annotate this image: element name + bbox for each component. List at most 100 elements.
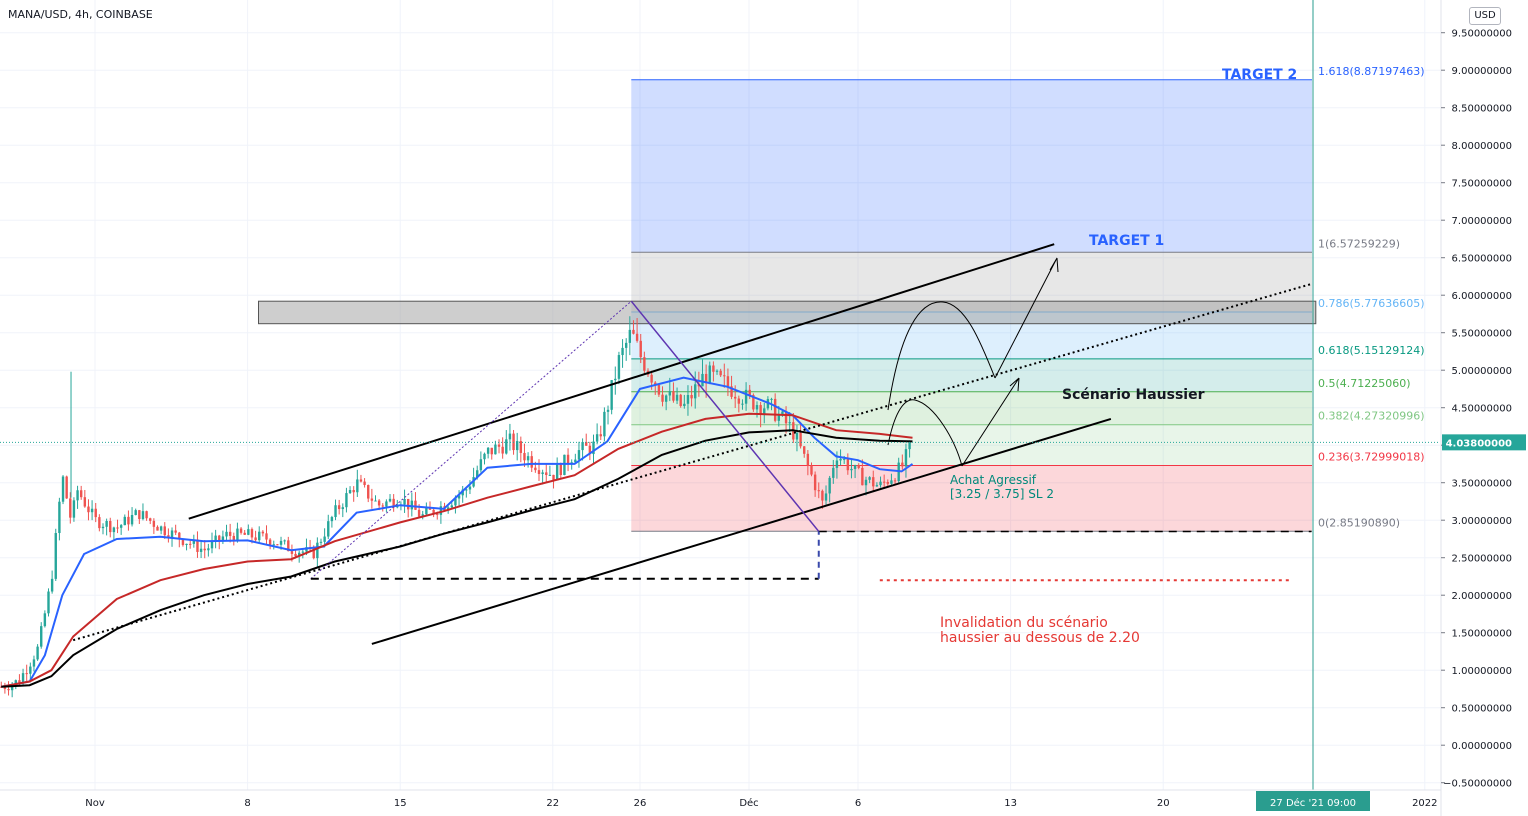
candle-body bbox=[109, 520, 112, 533]
candle-body bbox=[832, 467, 835, 478]
candle-body bbox=[654, 382, 657, 385]
candle-body bbox=[327, 521, 330, 537]
candle-body bbox=[650, 374, 653, 383]
candle-body bbox=[367, 485, 370, 499]
fib-level-label: 0.382(4.27320996) bbox=[1318, 410, 1425, 423]
candle-body bbox=[519, 441, 523, 453]
candle-body bbox=[679, 394, 682, 407]
candle-body bbox=[181, 539, 185, 545]
scenario-curve-2 bbox=[887, 399, 963, 467]
buy-label-line1: Achat Agressif bbox=[950, 473, 1037, 487]
price-tick-label: 6.00000000 bbox=[1452, 291, 1512, 302]
currency-button[interactable]: USD bbox=[1469, 7, 1501, 25]
candle-body bbox=[664, 395, 668, 402]
candle-body bbox=[835, 460, 839, 468]
candle-body bbox=[370, 498, 374, 501]
candle-body bbox=[886, 482, 889, 484]
candle-body bbox=[494, 444, 497, 455]
candle-body bbox=[225, 531, 228, 537]
candle-body bbox=[585, 441, 588, 446]
price-tick-label: 5.50000000 bbox=[1452, 329, 1512, 340]
scenario-arrow-2 bbox=[961, 377, 1020, 467]
candle-body bbox=[25, 673, 28, 675]
candle-body bbox=[639, 340, 642, 358]
candle-body bbox=[199, 548, 203, 552]
candle-body bbox=[403, 498, 406, 505]
candle-body bbox=[588, 445, 592, 455]
candle-body bbox=[701, 373, 704, 387]
candle-body bbox=[156, 526, 159, 531]
candle-body bbox=[490, 447, 493, 455]
candle-body bbox=[868, 477, 871, 480]
candle-body bbox=[210, 540, 214, 549]
candle-body bbox=[882, 481, 886, 483]
candle-body bbox=[348, 490, 352, 494]
candle-body bbox=[119, 525, 123, 528]
candle-body bbox=[279, 540, 283, 545]
candle-body bbox=[250, 529, 254, 538]
candle-body bbox=[574, 459, 577, 463]
candle-body bbox=[599, 434, 602, 437]
candle-body bbox=[214, 535, 217, 541]
candle-body bbox=[392, 498, 395, 508]
price-tick-label: 0.00000000 bbox=[1452, 741, 1512, 752]
price-axis-panel bbox=[1441, 0, 1528, 816]
candle-body bbox=[130, 515, 134, 525]
candle-body bbox=[341, 507, 344, 510]
price-tick-label: 8.00000000 bbox=[1452, 141, 1512, 152]
candle-body bbox=[312, 547, 315, 559]
candle-body bbox=[374, 500, 377, 502]
candle-body bbox=[643, 357, 646, 371]
candle-body bbox=[254, 537, 257, 541]
candle-body bbox=[486, 447, 490, 454]
price-tick-label: 4.50000000 bbox=[1452, 404, 1512, 415]
candle-body bbox=[555, 464, 559, 481]
target1-label: TARGET 1 bbox=[1089, 233, 1164, 249]
candle-body bbox=[770, 398, 773, 400]
candle-body bbox=[744, 389, 748, 404]
candle-body bbox=[457, 495, 461, 499]
candle-body bbox=[752, 394, 755, 410]
candle-body bbox=[635, 333, 639, 341]
resistance-zone bbox=[258, 300, 1317, 325]
candle-body bbox=[704, 373, 708, 384]
time-tick-label: Déc bbox=[739, 797, 758, 809]
candle-body bbox=[686, 394, 690, 404]
invalidation-label-line1: Invalidation du scénario bbox=[940, 615, 1108, 631]
moving-average-line bbox=[1, 412, 913, 688]
candle-body bbox=[14, 680, 17, 685]
candle-body bbox=[581, 441, 584, 451]
candle-body bbox=[58, 501, 61, 534]
candle-body bbox=[534, 467, 537, 471]
candle-body bbox=[610, 380, 613, 410]
candle-body bbox=[726, 376, 730, 387]
candle-body bbox=[170, 530, 174, 539]
candle-body bbox=[83, 497, 87, 507]
candle-body bbox=[861, 467, 864, 486]
candle-body bbox=[657, 384, 661, 395]
candle-body bbox=[515, 441, 519, 451]
candle-body bbox=[810, 465, 813, 475]
candle-body bbox=[203, 548, 206, 551]
candle-body bbox=[566, 454, 570, 465]
candle-body bbox=[908, 441, 911, 450]
candle-body bbox=[228, 531, 232, 536]
candle-body bbox=[236, 528, 239, 542]
candle-body bbox=[417, 509, 421, 517]
fib-trend-line bbox=[310, 300, 632, 580]
candle-body bbox=[21, 673, 25, 684]
candle-body bbox=[377, 500, 381, 506]
candle-body bbox=[0, 686, 3, 688]
candle-body bbox=[842, 458, 846, 460]
candle-body bbox=[904, 449, 908, 467]
candle-body bbox=[436, 514, 439, 516]
candle-body bbox=[337, 505, 341, 510]
candle-body bbox=[72, 500, 76, 518]
candle-body bbox=[875, 485, 879, 487]
candle-body bbox=[545, 472, 548, 475]
candle-body bbox=[243, 532, 246, 535]
candle-body bbox=[846, 458, 850, 471]
candle-body bbox=[90, 508, 94, 513]
